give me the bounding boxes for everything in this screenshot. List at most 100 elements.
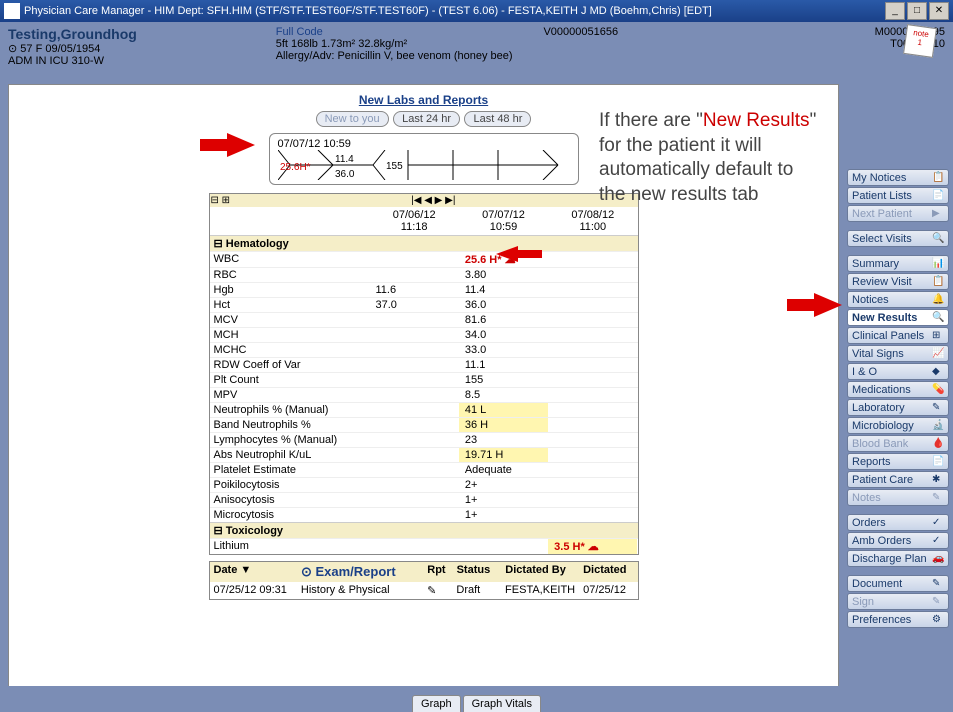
- code-status: Full Code: [276, 26, 544, 38]
- sidebar-item-summary[interactable]: Summary📊: [847, 255, 949, 272]
- patient-header: Testing,Groundhog ⊙ 57 F 09/05/1954 ADM …: [0, 22, 953, 78]
- sidebar-item-orders[interactable]: Orders✓: [847, 514, 949, 531]
- window-title: Physician Care Manager - HIM Dept: SFH.H…: [24, 5, 885, 17]
- sidebar-item-vital-signs[interactable]: Vital Signs📈: [847, 345, 949, 362]
- sidebar-icon: 🔬: [932, 420, 944, 432]
- sidebar-item-preferences[interactable]: Preferences⚙: [847, 611, 949, 628]
- sidebar-icon: 🔍: [932, 233, 944, 245]
- sidebar-item-notices[interactable]: Notices🔔: [847, 291, 949, 308]
- sidebar-icon: ✎: [932, 578, 944, 590]
- footer-tab-graph[interactable]: Graph: [412, 695, 461, 712]
- footer-tab-graph-vitals[interactable]: Graph Vitals: [463, 695, 541, 712]
- sidebar-item-medications[interactable]: Medications💊: [847, 381, 949, 398]
- annotation-arrow: [814, 293, 842, 317]
- sidebar-item-review-visit[interactable]: Review Visit📋: [847, 273, 949, 290]
- svg-text:11.4: 11.4: [335, 154, 354, 165]
- table-row[interactable]: Hct37.036.0: [210, 297, 638, 312]
- fishbone-diagram: 25.6H* 11.4 36.0 155: [278, 150, 568, 180]
- table-row[interactable]: Microcytosis1+: [210, 507, 638, 522]
- results-table: ⊟ ⊞|◀ ◀ ▶ ▶| 07/06/1211:18 07/07/1210:59…: [209, 193, 639, 555]
- table-row[interactable]: Band Neutrophils %36 H: [210, 417, 638, 432]
- table-row[interactable]: Neutrophils % (Manual)41 L: [210, 402, 638, 417]
- table-row[interactable]: Anisocytosis1+: [210, 492, 638, 507]
- sidebar-icon: 🚗: [932, 553, 944, 565]
- patient-allergies: Allergy/Adv: Penicillin V, bee venom (ho…: [276, 50, 544, 62]
- table-row[interactable]: Lymphocytes % (Manual)23: [210, 432, 638, 447]
- category-hematology[interactable]: ⊟ Hematology: [210, 235, 638, 251]
- minimize-button[interactable]: _: [885, 2, 905, 20]
- window-titlebar: Physician Care Manager - HIM Dept: SFH.H…: [0, 0, 953, 22]
- table-row[interactable]: Hgb11.611.4: [210, 282, 638, 297]
- table-row[interactable]: MCHC33.0: [210, 342, 638, 357]
- sidebar-item-notes[interactable]: Notes✎: [847, 489, 949, 506]
- exam-table: Date ▼ ⊙ Exam/Report Rpt Status Dictated…: [209, 561, 639, 600]
- fishbone-timestamp: 07/07/12 10:59: [278, 138, 570, 150]
- tab-new-to-you[interactable]: New to you: [316, 111, 389, 127]
- maximize-button[interactable]: □: [907, 2, 927, 20]
- category-toxicology[interactable]: ⊟ Toxicology: [210, 522, 638, 538]
- sidebar-icon: ▶: [932, 208, 944, 220]
- table-row[interactable]: Abs Neutrophil K/uL19.71 H: [210, 447, 638, 462]
- table-row[interactable]: WBC25.6 H* ☁: [210, 251, 638, 267]
- sidebar-icon: ◆: [932, 366, 944, 378]
- annotation-arrow: [227, 133, 255, 157]
- sidebar-item-microbiology[interactable]: Microbiology🔬: [847, 417, 949, 434]
- close-button[interactable]: ✕: [929, 2, 949, 20]
- sidebar-item-new-results[interactable]: New Results🔍: [847, 309, 949, 326]
- sidebar-icon: ✱: [932, 474, 944, 486]
- sidebar-item-blood-bank[interactable]: Blood Bank🩸: [847, 435, 949, 452]
- sidebar-icon: 📄: [932, 456, 944, 468]
- section-title: New Labs and Reports: [17, 93, 830, 107]
- sidebar-icon: 🔔: [932, 294, 944, 306]
- sidebar-item-my-notices[interactable]: My Notices📋: [847, 169, 949, 186]
- sidebar-item-i-o[interactable]: I & O◆: [847, 363, 949, 380]
- sidebar-item-sign[interactable]: Sign✎: [847, 593, 949, 610]
- sidebar-icon: 📄: [932, 190, 944, 202]
- sidebar: My Notices📋Patient Lists📄Next Patient▶ Se…: [843, 78, 953, 698]
- sidebar-icon: ⚙: [932, 614, 944, 626]
- sidebar-icon: 📋: [932, 276, 944, 288]
- sidebar-item-reports[interactable]: Reports📄: [847, 453, 949, 470]
- patient-name: Testing,Groundhog: [8, 26, 276, 42]
- svg-text:155: 155: [386, 161, 403, 172]
- table-row[interactable]: MPV8.5: [210, 387, 638, 402]
- table-row[interactable]: MCV81.6: [210, 312, 638, 327]
- annotation-arrow: [496, 246, 518, 262]
- content-panel: New Labs and Reports New to you Last 24 …: [8, 84, 839, 692]
- sidebar-item-select-visits[interactable]: Select Visits🔍: [847, 230, 949, 247]
- sidebar-icon: ⊞: [932, 330, 944, 342]
- sidebar-icon: ✎: [932, 402, 944, 414]
- sidebar-item-amb-orders[interactable]: Amb Orders✓: [847, 532, 949, 549]
- results-nav[interactable]: ⊟ ⊞|◀ ◀ ▶ ▶|: [210, 194, 638, 207]
- table-row[interactable]: Lithium 3.5 H* ☁: [210, 538, 638, 554]
- sidebar-item-laboratory[interactable]: Laboratory✎: [847, 399, 949, 416]
- sidebar-icon: ✎: [932, 492, 944, 504]
- footer: Graph Graph Vitals: [0, 686, 953, 712]
- patient-vitals: 5ft 168lb 1.73m² 32.8kg/m²: [276, 38, 544, 50]
- sidebar-item-document[interactable]: Document✎: [847, 575, 949, 592]
- sidebar-item-discharge-plan[interactable]: Discharge Plan🚗: [847, 550, 949, 567]
- sidebar-icon: ✓: [932, 535, 944, 547]
- table-row[interactable]: Platelet EstimateAdequate: [210, 462, 638, 477]
- sidebar-item-next-patient[interactable]: Next Patient▶: [847, 205, 949, 222]
- table-row[interactable]: MCH34.0: [210, 327, 638, 342]
- table-row[interactable]: RBC3.80: [210, 267, 638, 282]
- sidebar-icon: 📈: [932, 348, 944, 360]
- sidebar-icon: 📋: [932, 172, 944, 184]
- tab-last-24[interactable]: Last 24 hr: [393, 111, 460, 127]
- table-row[interactable]: Poikilocytosis2+: [210, 477, 638, 492]
- table-row[interactable]: RDW Coeff of Var11.1: [210, 357, 638, 372]
- exam-row[interactable]: 07/25/12 09:31 History & Physical ✎ Draf…: [210, 582, 638, 599]
- table-row[interactable]: Plt Count155: [210, 372, 638, 387]
- sidebar-item-clinical-panels[interactable]: Clinical Panels⊞: [847, 327, 949, 344]
- sidebar-icon: 🔍: [932, 312, 944, 324]
- sidebar-item-patient-lists[interactable]: Patient Lists📄: [847, 187, 949, 204]
- svg-text:36.0: 36.0: [335, 169, 355, 180]
- tab-last-48[interactable]: Last 48 hr: [464, 111, 531, 127]
- annotation-text: If there are "New Results" for the patie…: [599, 109, 819, 208]
- sidebar-icon: ✓: [932, 517, 944, 529]
- sidebar-icon: 🩸: [932, 438, 944, 450]
- visit-number: V00000051656: [543, 26, 811, 38]
- sidebar-item-patient-care[interactable]: Patient Care✱: [847, 471, 949, 488]
- sticky-note-icon[interactable]: note1: [903, 24, 937, 58]
